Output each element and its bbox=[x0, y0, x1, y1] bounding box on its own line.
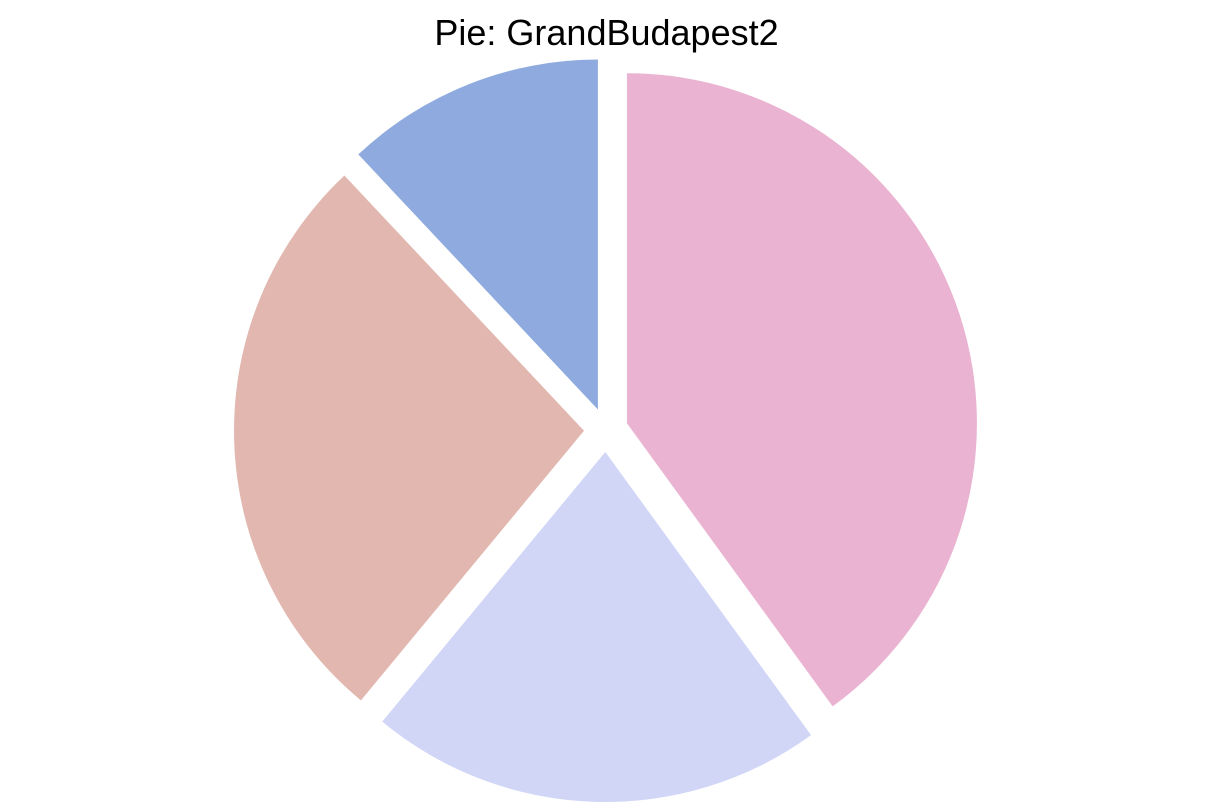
pie-slices bbox=[234, 59, 977, 802]
pie-slice-4 bbox=[358, 59, 598, 410]
pie-slice-3 bbox=[234, 175, 585, 701]
pie-slice-1 bbox=[626, 73, 977, 707]
pie-slice-2 bbox=[382, 451, 812, 802]
chart-title: Pie: GrandBudapest2 bbox=[434, 12, 779, 53]
